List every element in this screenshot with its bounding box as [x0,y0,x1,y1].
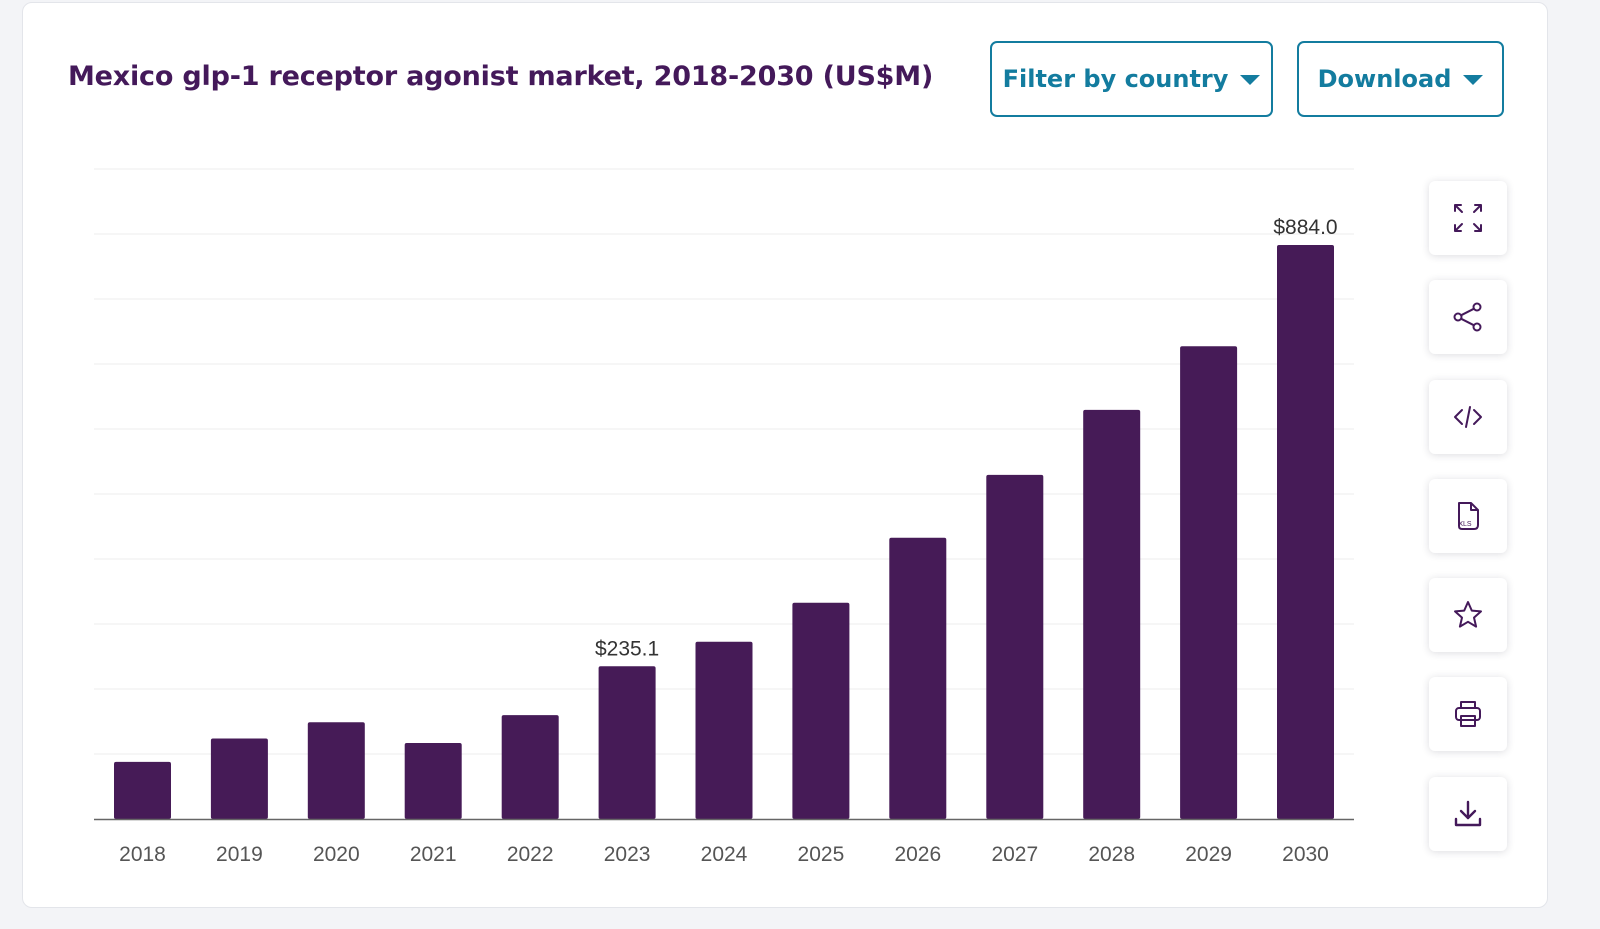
bar-2026[interactable] [889,537,947,819]
x-tick-label: 2022 [507,843,554,866]
x-tick-label: 2021 [410,843,457,866]
x-tick-label: 2025 [798,843,845,866]
fullscreen-icon [1454,204,1482,232]
bar-2025[interactable] [792,602,850,819]
filter-by-country-button[interactable]: Filter by country [990,41,1273,117]
share-icon [1453,302,1482,332]
star-icon [1454,601,1482,628]
x-tick-label: 2030 [1282,843,1329,866]
chart-card: Mexico glp-1 receptor agonist market, 20… [22,2,1548,908]
chevron-down-icon [1240,75,1261,85]
print-button[interactable] [1429,677,1507,751]
embed-code-icon [1454,406,1482,428]
bar-2019[interactable] [210,738,268,820]
bookmark-star-button[interactable] [1429,578,1507,652]
x-tick-label: 2023 [604,843,651,866]
x-tick-label: 2020 [313,843,360,866]
bar-2028[interactable] [1083,409,1141,819]
bar-2021[interactable] [404,743,462,819]
bar-2030[interactable] [1277,245,1334,819]
data-label: $884.0 [1273,216,1337,239]
bar-2022[interactable] [501,715,559,819]
chevron-down-icon [1463,75,1484,85]
x-tick-label: 2018 [119,843,166,866]
bar-2018[interactable] [114,761,171,819]
bar-2029[interactable] [1180,346,1238,819]
bar-2027[interactable] [986,474,1044,819]
bar-2024[interactable] [695,641,753,819]
print-icon [1455,701,1481,727]
data-label: $235.1 [595,637,659,660]
download-button-label: Download [1317,65,1452,93]
embed-code-button[interactable] [1429,380,1507,454]
x-tick-label: 2026 [894,843,941,866]
chart-title: Mexico glp-1 receptor agonist market, 20… [68,61,934,92]
share-button[interactable] [1429,280,1507,354]
download-chart-button[interactable] [1429,777,1507,851]
download-icon [1454,800,1482,827]
fullscreen-button[interactable] [1429,181,1507,255]
x-tick-label: 2029 [1185,843,1232,866]
export-xls-button[interactable]: XLS [1429,479,1507,553]
xls-icon-text: XLS [1458,521,1472,528]
x-tick-label: 2019 [216,843,263,866]
xls-file-icon: XLS [1458,502,1479,530]
filter-button-label: Filter by country [1002,65,1229,93]
bar-chart: 2018 2019 2020 2021 2022 2023 2024 2025 2026 2027… [94,168,1354,866]
x-tick-label: 2027 [991,843,1038,866]
bar-2023[interactable] [598,666,656,819]
bar-2020[interactable] [307,722,365,819]
x-tick-label: 2024 [701,843,748,866]
x-tick-label: 2028 [1088,843,1135,866]
download-dropdown-button[interactable]: Download [1297,41,1504,117]
